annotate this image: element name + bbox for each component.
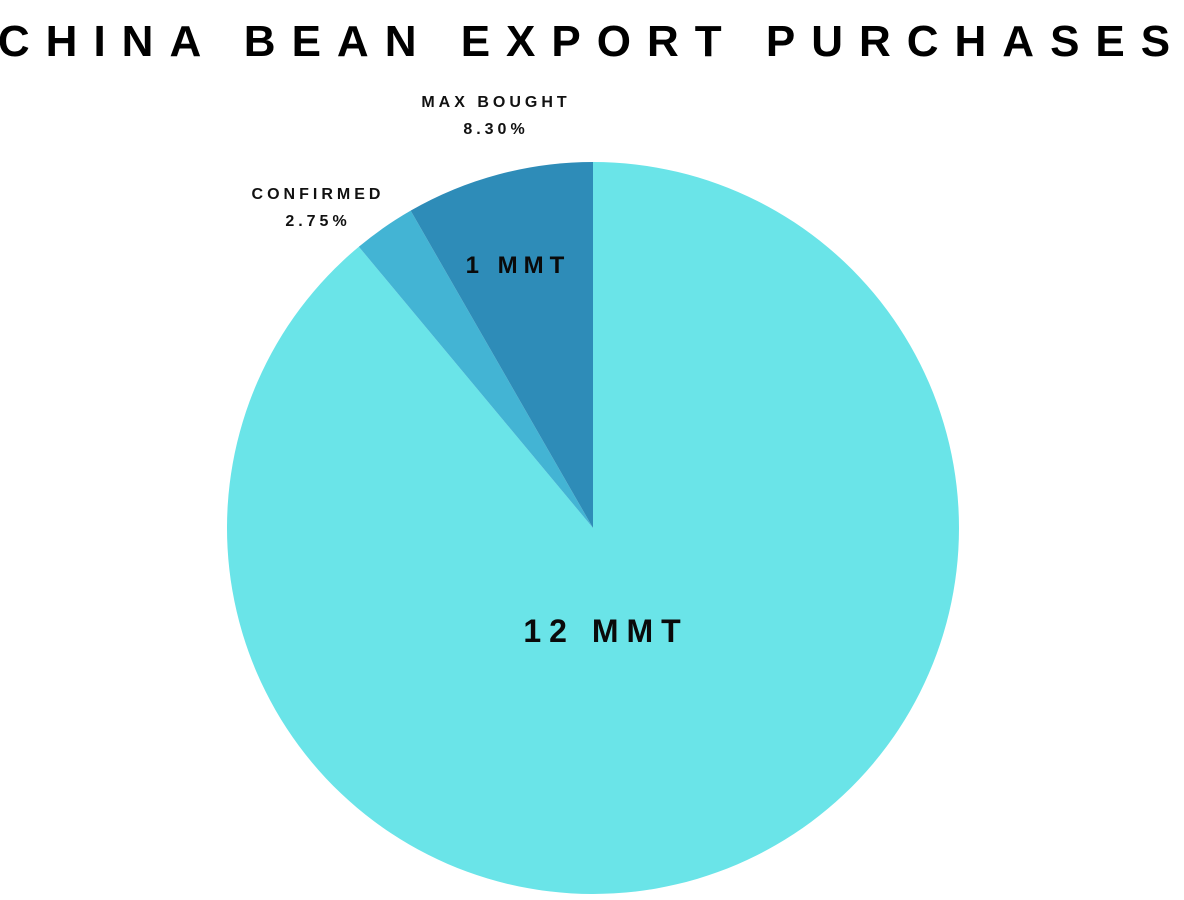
slice-confirmed xyxy=(358,210,593,528)
slice-max-bought-inner-label: 1 MMT xyxy=(466,252,571,279)
slice-confirmed-percent: 2.75% xyxy=(285,213,350,230)
slice-main-inner-label: 12 MMT xyxy=(523,613,688,649)
slice-max-bought-label: MAX BOUGHT xyxy=(421,94,570,111)
pie-slices xyxy=(226,162,960,895)
slice-max-bought-percent: 8.30% xyxy=(463,121,528,138)
slice-max-bought xyxy=(410,162,593,528)
slice-confirmed-label: CONFIRMED xyxy=(252,186,385,203)
chart-title: CHINA BEAN EXPORT PURCHASES xyxy=(0,17,1184,66)
